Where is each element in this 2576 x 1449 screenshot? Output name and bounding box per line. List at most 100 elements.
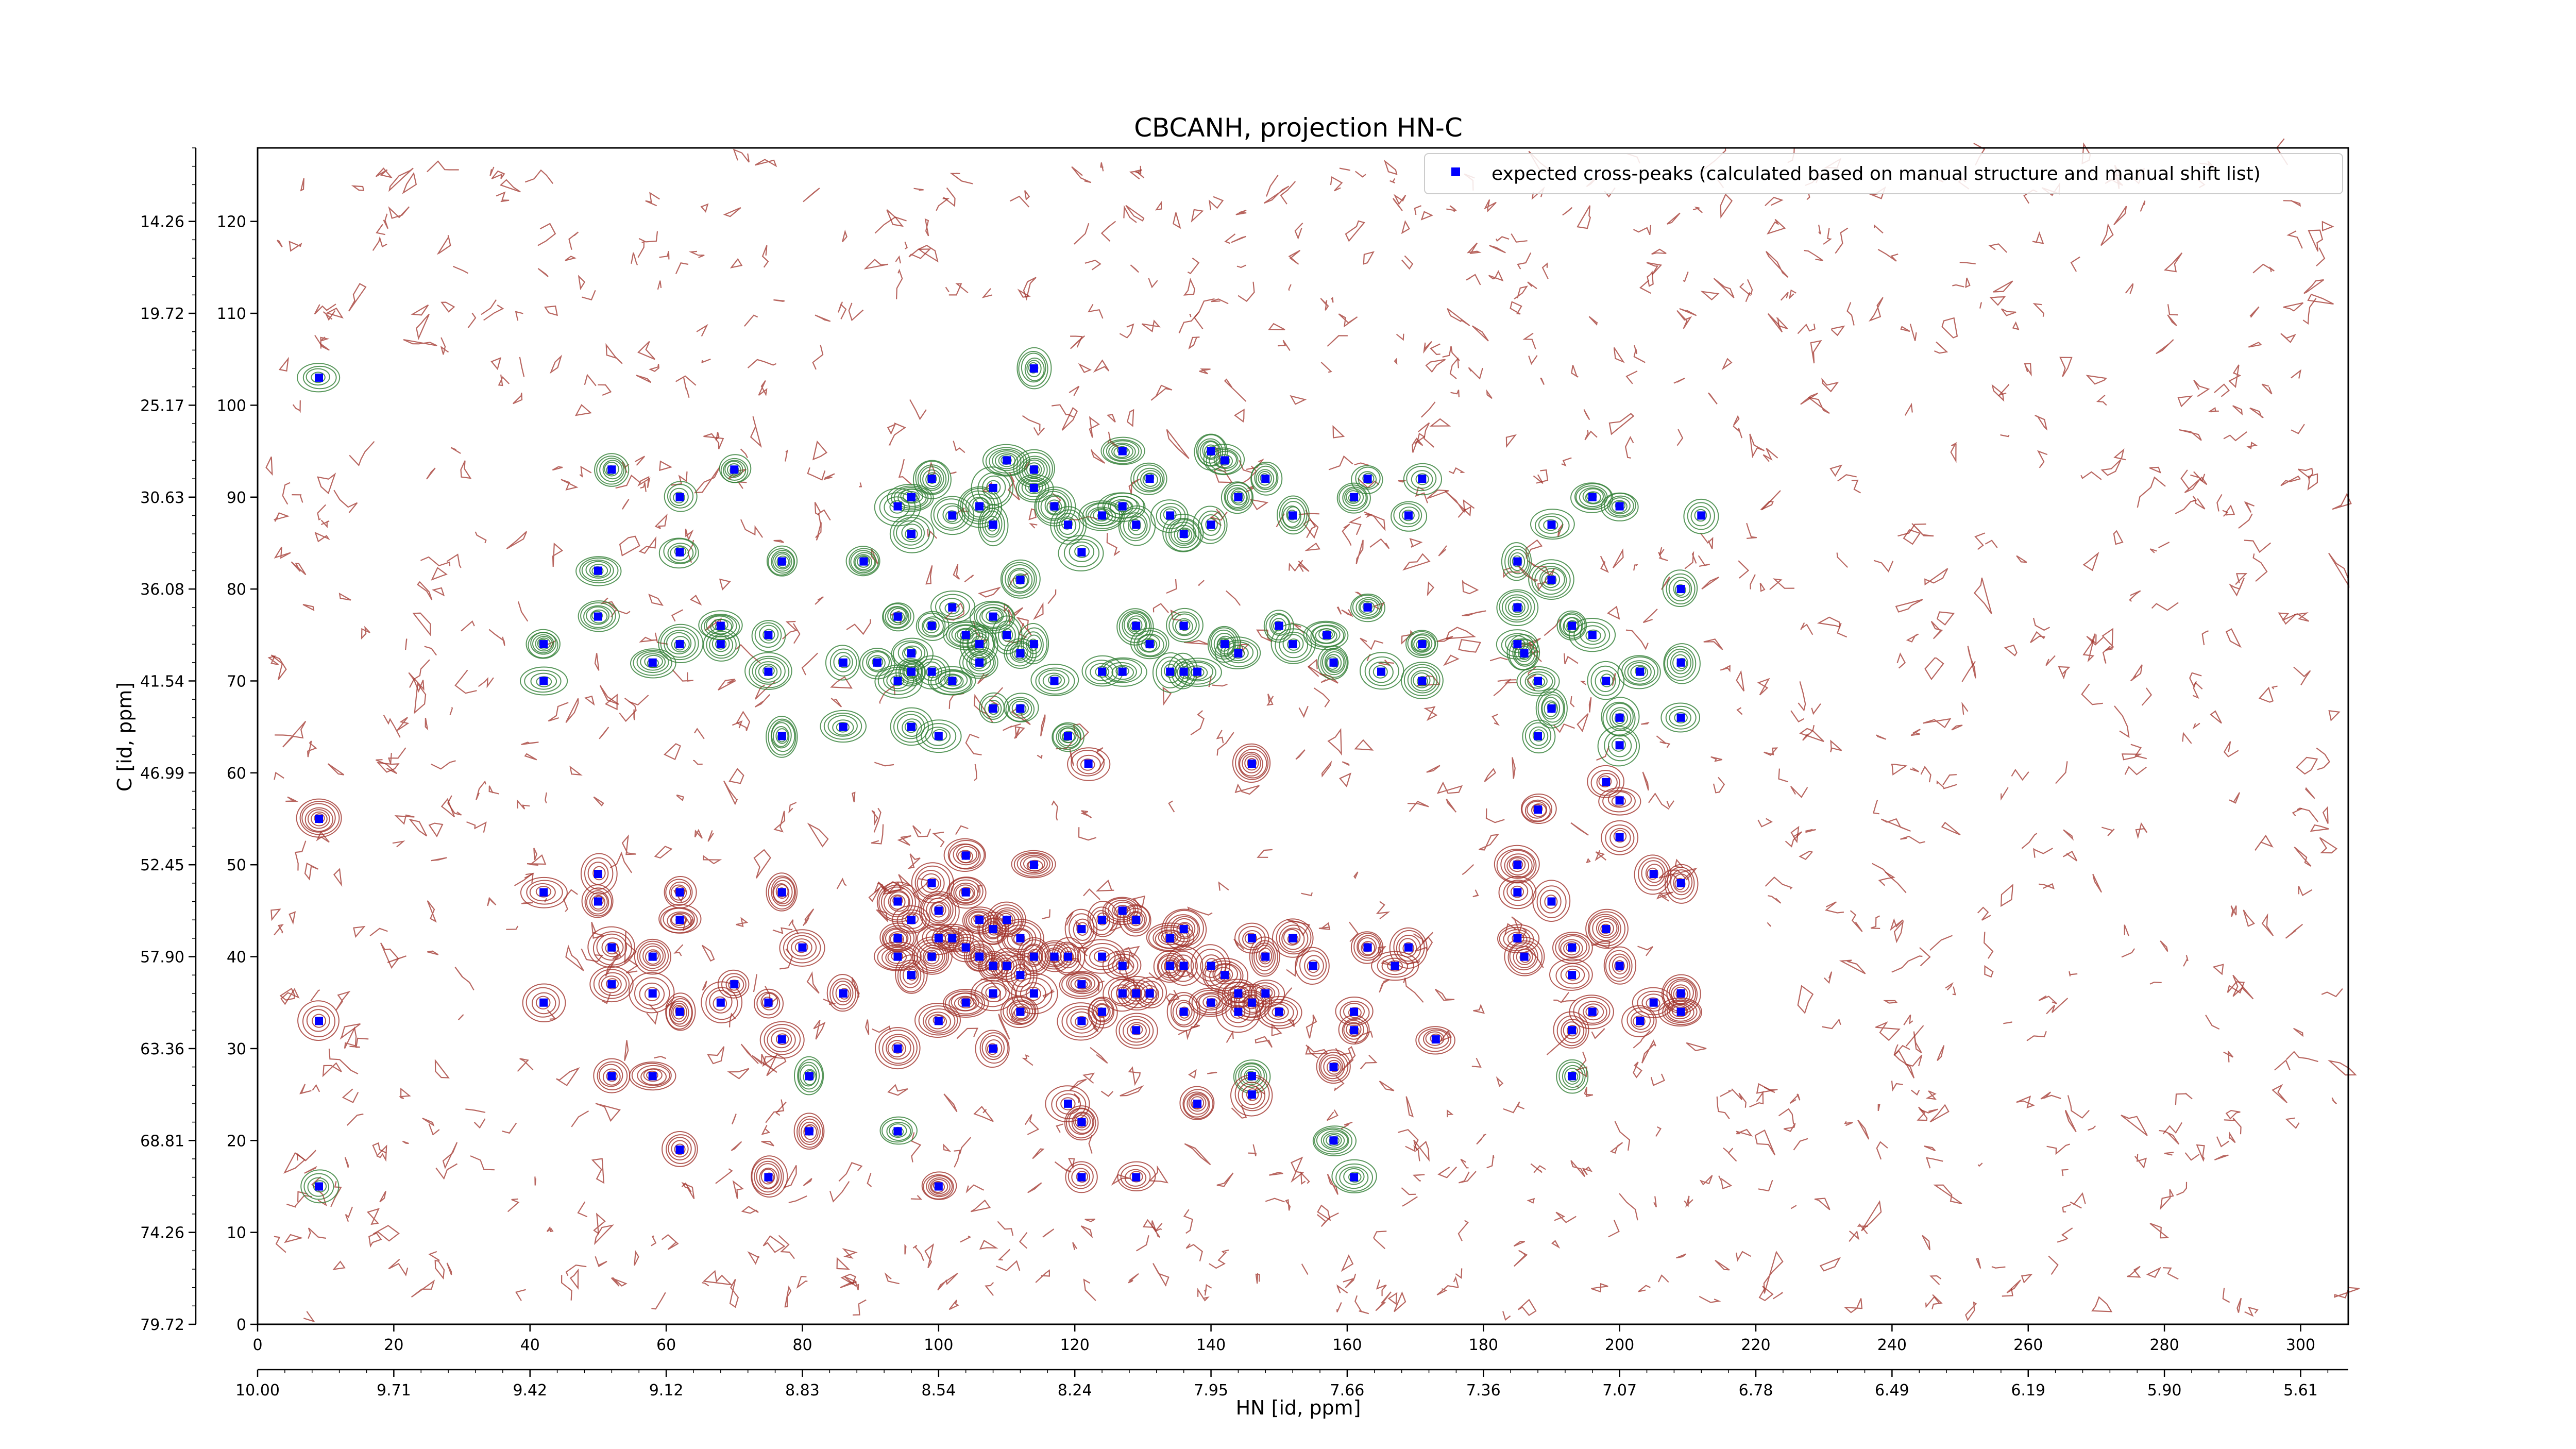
noise-contour (1300, 1171, 1310, 1185)
noise-contour (1320, 298, 1329, 311)
noise-contour (1613, 347, 1625, 363)
peak-contour (1605, 824, 1635, 852)
noise-contour (1765, 876, 1793, 890)
x-ppm-tick-label: 5.90 (2147, 1381, 2182, 1400)
noise-contour (1338, 313, 1358, 328)
peak-contour (880, 886, 913, 918)
noise-contour (2192, 682, 2203, 699)
peak-contour (1200, 954, 1223, 978)
noise-contour (1686, 1042, 1707, 1051)
peak-contour (1559, 612, 1586, 639)
noise-contour (1710, 756, 1722, 762)
noise-contour (1874, 224, 1884, 234)
noise-contour (1080, 1225, 1093, 1239)
noise-contour (955, 825, 969, 835)
noise-contour (267, 655, 279, 665)
cross-peak-point (975, 658, 984, 667)
peak-contour (1544, 700, 1558, 717)
noise-contour (1584, 1087, 1594, 1097)
peak-contour (1558, 1062, 1586, 1090)
x-ppm-axis-ticks: 10.00 9.71 9.42 9.12 8.83 8.54 8.24 7.95 7.66 7.3… (235, 1369, 2348, 1400)
peak-contour (1510, 552, 1526, 571)
peak-contour (1075, 1115, 1089, 1128)
noise-contour (2316, 247, 2326, 266)
peak-contour (945, 510, 958, 523)
noise-contour (414, 682, 427, 714)
cross-peak-point (893, 612, 902, 621)
peak-contour (949, 843, 981, 869)
peak-contour (1527, 801, 1548, 819)
noise-contour (2121, 1115, 2148, 1136)
y-ppm-tick-label: 74.26 (140, 1224, 184, 1242)
peak-contour (1127, 1022, 1147, 1040)
cross-peak-point (648, 952, 657, 961)
peak-contour (644, 654, 663, 668)
cross-peak-point (1329, 1063, 1338, 1071)
noise-contour (661, 1234, 679, 1250)
cross-peak-point (1145, 475, 1154, 483)
cross-peak-point (1350, 1173, 1359, 1182)
noise-contour (1893, 1050, 1915, 1079)
noise-contour (1653, 1196, 1657, 1208)
peak-contour (1524, 722, 1552, 749)
noise-contour (1511, 233, 1528, 243)
noise-contour (2310, 824, 2329, 832)
noise-contour (1471, 1057, 1482, 1068)
peak-contour (1597, 726, 1640, 767)
noise-contour (1952, 284, 1964, 288)
noise-contour (1923, 718, 1952, 729)
noise-contour (279, 987, 295, 1001)
cross-peak-point (1221, 971, 1229, 980)
peak-contour (1209, 449, 1239, 472)
noise-contour (436, 235, 451, 255)
cross-peak-point (1275, 1007, 1283, 1016)
cross-peak-point (927, 952, 936, 961)
noise-contour (1513, 1241, 1526, 1247)
noise-contour (908, 248, 931, 259)
peak-contour (958, 887, 974, 900)
noise-contour (1402, 1196, 1418, 1207)
peak-contour (1518, 646, 1531, 660)
noise-contour (289, 911, 296, 925)
peak-contour (1664, 1001, 1698, 1023)
peak-contour (1084, 943, 1122, 970)
peak-contour (594, 453, 630, 487)
noise-contour (1497, 679, 1517, 682)
cross-peak-point (1568, 621, 1577, 630)
peak-contour (629, 972, 675, 1014)
cross-peak-point (1179, 621, 1188, 630)
noise-contour (1514, 285, 1528, 300)
noise-contour (912, 878, 930, 903)
noise-contour (286, 1194, 312, 1208)
noise-contour (1584, 429, 1598, 441)
peak-contour (1561, 1019, 1585, 1043)
noise-contour (1255, 1273, 1260, 1284)
noise-contour (1190, 710, 1205, 736)
cross-peak-point (1275, 621, 1283, 630)
peak-contour (1246, 1088, 1259, 1101)
noise-contour (945, 287, 950, 293)
noise-contour (937, 1273, 958, 1291)
cross-peak-point (1363, 603, 1372, 612)
peak-contour (1259, 987, 1273, 999)
peak-contour (1016, 347, 1052, 390)
peak-contour (892, 905, 930, 934)
noise-contour (2249, 407, 2264, 418)
noise-contour (2223, 1050, 2234, 1063)
peak-contour (606, 1070, 618, 1082)
cross-peak-point (607, 943, 616, 952)
noise-contour (654, 1056, 667, 1059)
peak-contour (768, 875, 796, 910)
noise-contour (2100, 223, 2114, 246)
peak-contour (584, 857, 614, 890)
noise-contour (675, 375, 697, 386)
cross-peak-point (805, 1127, 814, 1136)
peak-contour (1660, 702, 1700, 733)
peak-contour (1095, 666, 1110, 678)
noise-contour (701, 358, 711, 363)
noise-contour (379, 1190, 386, 1203)
peak-contour (1348, 1171, 1362, 1183)
noise-contour (1850, 910, 1863, 932)
noise-contour (873, 807, 882, 833)
